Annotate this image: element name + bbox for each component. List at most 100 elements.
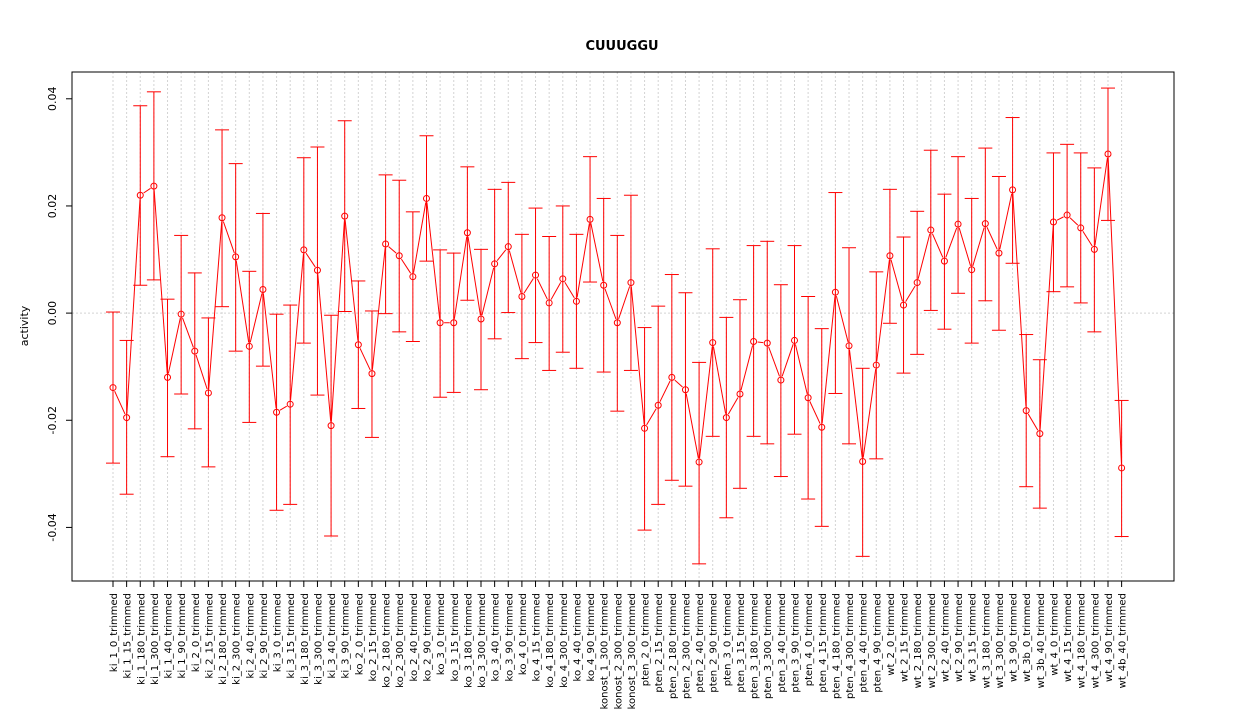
data-point (245, 342, 253, 350)
x-axis: ki_1_0_trimmed ki_1_15_trimmed ki_1_180_tr… (109, 580, 1129, 709)
series-segment (862, 368, 877, 458)
series-segment (114, 391, 126, 415)
series-segment (1039, 225, 1054, 430)
x-tick-label: ki_2_180_trimmed (218, 593, 229, 685)
data-point (123, 414, 131, 422)
y-axis: -0.04 -0.02 0.00 0.02 0.04 (46, 87, 73, 542)
x-tick-label: ko_4_90_trimmed (586, 593, 597, 681)
x-tick-label: ko_3_300_trimmed (477, 593, 488, 688)
series-segment (794, 344, 808, 394)
x-tick-label: ko_2_40_trimmed (409, 593, 420, 681)
series-segment (550, 282, 562, 300)
x-tick-label: ki_3_300_trimmed (313, 593, 324, 685)
series-segment (344, 220, 359, 341)
series-segment (712, 346, 727, 414)
data-point (1090, 245, 1098, 253)
data-point (791, 336, 798, 344)
series-segment (143, 187, 151, 194)
x-tick-label: pten_2_300_trimmed (681, 593, 692, 699)
x-tick-label: wt_4_90_trimmed (1104, 593, 1115, 682)
x-tick-label: pten_2_15_trimmed (654, 593, 665, 693)
series-segment (222, 221, 235, 254)
series-segment (685, 393, 699, 459)
data-point (695, 458, 703, 466)
data-point (1063, 211, 1071, 219)
x-tick-label: wt_4b_40_trimmed (1118, 593, 1129, 688)
series-segment (317, 274, 332, 422)
series-segment (674, 379, 683, 388)
series-segment (740, 345, 754, 391)
data-point (886, 252, 894, 260)
data-point (1049, 218, 1057, 226)
series-segment (931, 233, 944, 258)
series-segment (359, 348, 371, 371)
y-tick-label: -0.04 (46, 513, 59, 541)
series-segment (564, 281, 575, 299)
data-point (109, 384, 117, 392)
data-point (900, 301, 908, 309)
data-point (532, 271, 540, 279)
x-tick-label: ki_2_40_trimmed (245, 593, 256, 678)
series-segment (1056, 216, 1064, 221)
data-point (981, 220, 989, 228)
x-tick-label: ki_3_180_trimmed (300, 593, 311, 685)
data-point (600, 281, 608, 289)
x-tick-label: pten_3_180_trimmed (750, 593, 761, 699)
series-segment (757, 341, 764, 344)
data-point (845, 342, 853, 350)
plot-frame (71, 71, 1175, 582)
series-segment (986, 227, 998, 250)
x-tick-label: pten_4_180_trimmed (831, 593, 842, 699)
series-segment (618, 286, 631, 320)
data-point (136, 191, 144, 199)
x-tick-label: pten_4_90_trimmed (872, 593, 883, 693)
x-tick-label: ki_2_0_trimmed (191, 593, 202, 672)
series-segment (590, 223, 604, 282)
x-tick-label: pten_2_90_trimmed (709, 593, 720, 693)
data-point (504, 243, 512, 251)
x-tick-label: wt_4_0_trimmed (1049, 593, 1060, 676)
series-segment (426, 202, 441, 319)
data-point (722, 414, 730, 422)
data-point (763, 339, 771, 347)
data-point (681, 386, 689, 394)
series-segment (659, 380, 671, 402)
series-segment (126, 199, 141, 414)
series-segment (413, 202, 427, 273)
x-tick-label: ki_2_300_trimmed (232, 593, 243, 685)
series-segment (305, 252, 316, 268)
data-point (232, 253, 240, 261)
data-point (327, 422, 335, 430)
x-tick-label: wt_3_15_trimmed (968, 593, 979, 682)
series-segment (467, 236, 481, 316)
x-tick-label: ki_1_0_trimmed (109, 593, 120, 672)
series-segment (809, 401, 821, 424)
x-tick-label: ki_1_300_trimmed (150, 593, 161, 685)
data-point (804, 394, 812, 402)
x-tick-label: ko_2_300_trimmed (395, 593, 406, 688)
x-tick-label: ko_4_300_trimmed (559, 593, 570, 688)
data-point (1118, 464, 1126, 472)
series-segment (371, 247, 386, 370)
x-tick-label: konost_2_300_trimmed (613, 593, 624, 709)
data-point (1009, 186, 1017, 194)
series-segment (182, 317, 194, 348)
data-point (422, 194, 430, 202)
data-point (382, 240, 390, 248)
x-tick-label: pten_3_15_trimmed (736, 593, 747, 693)
series-segment (1094, 157, 1108, 246)
x-tick-label: ko_3_0_trimmed (436, 593, 447, 675)
data-point (518, 292, 526, 300)
series-segment (1012, 193, 1027, 407)
x-tick-label: ki_1_15_trimmed (123, 593, 134, 678)
data-point (463, 229, 471, 237)
series-segment (481, 267, 495, 316)
x-tick-label: ki_2_90_trimmed (259, 593, 270, 678)
x-tick-label: pten_3_90_trimmed (791, 593, 802, 693)
x-tick-label: ko_4_40_trimmed (572, 593, 583, 681)
data-point (709, 339, 717, 347)
x-tick-label: ko_3_180_trimmed (463, 593, 474, 688)
series-segment (279, 405, 287, 411)
x-tick-label: pten_2_0_trimmed (641, 593, 652, 686)
x-tick-label: wt_3b_0_trimmed (1022, 593, 1033, 682)
